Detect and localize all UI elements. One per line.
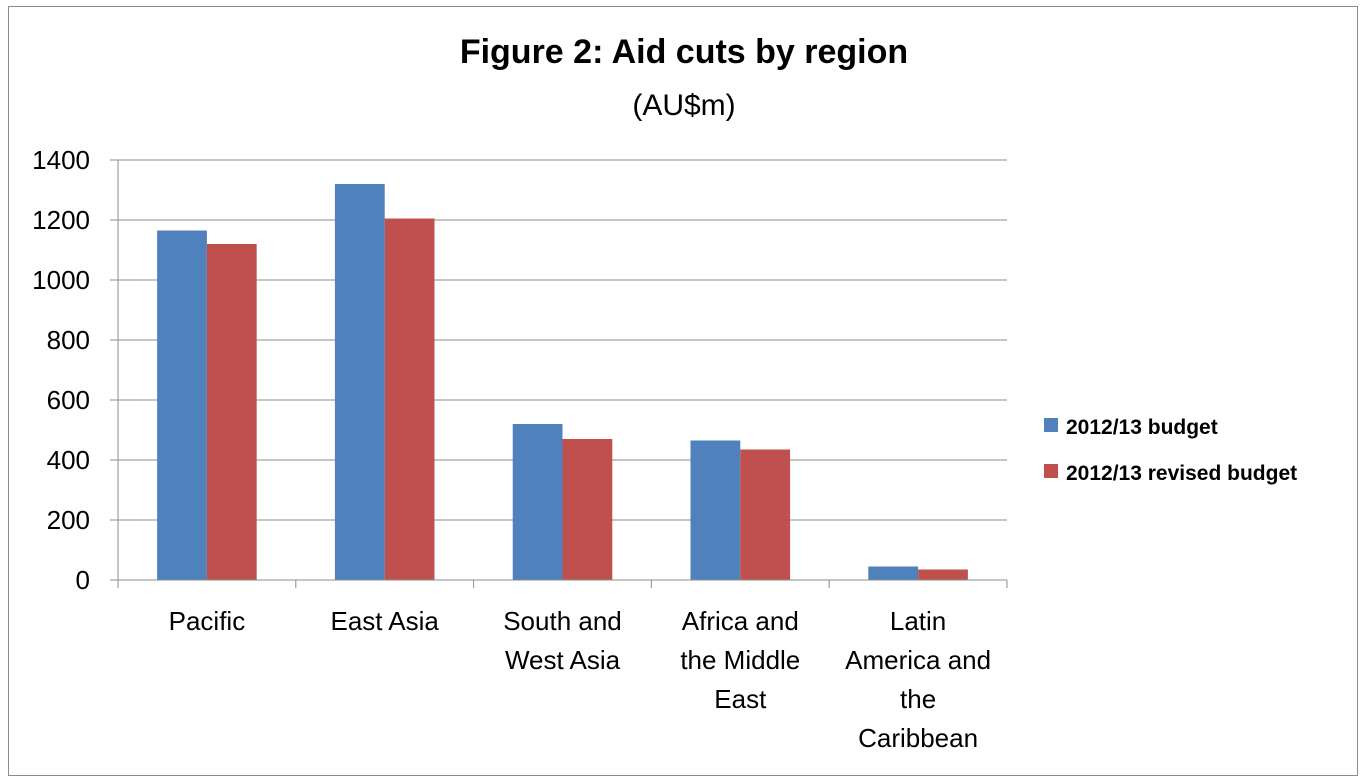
x-category-label-line: South and: [503, 606, 622, 636]
x-axis: [110, 159, 1008, 588]
legend: 2012/13 budget 2012/13 revised budget: [1044, 416, 1297, 485]
x-category-label-line: Africa and: [682, 606, 799, 636]
y-tick-label: 200: [47, 505, 90, 535]
x-category-label-line: the Middle: [680, 645, 800, 675]
x-category-label-line: East Asia: [330, 606, 439, 636]
x-category-label-line: America and: [845, 645, 991, 675]
x-category-label-line: West Asia: [505, 645, 621, 675]
x-category-label: East Asia: [330, 606, 439, 636]
x-category-label-line: Pacific: [169, 606, 246, 636]
bar-revised-budget: [206, 244, 257, 580]
x-category-label: Pacific: [169, 606, 246, 636]
legend-label-budget: 2012/13 budget: [1066, 416, 1218, 439]
x-category-label-line: the: [900, 684, 936, 714]
bar-revised-budget: [918, 569, 968, 580]
y-tick-label: 800: [47, 325, 90, 355]
x-category-label-line: East: [714, 684, 767, 714]
x-category-label: Latin America and the Caribbean: [845, 606, 991, 753]
bar-budget: [512, 424, 563, 580]
y-tick-label: 400: [47, 445, 90, 475]
y-axis-ticks: 0 200 400 600 800 1000 1200 1400: [32, 145, 90, 595]
x-category-label: South and West Asia: [503, 606, 622, 675]
x-category-label-line: Latin: [890, 606, 946, 636]
bar-budget: [690, 440, 741, 580]
gridlines: [118, 159, 1007, 521]
category-labels: Pacific East Asia South and West Asia Africa…: [169, 606, 991, 753]
legend-swatch-revised-budget: [1044, 464, 1058, 478]
chart-title: Figure 2: Aid cuts by region: [460, 33, 908, 71]
bar-revised-budget: [384, 218, 435, 580]
bars: [157, 184, 968, 580]
x-category-label-line: Caribbean: [858, 723, 978, 753]
bar-budget: [868, 566, 919, 580]
bar-revised-budget: [562, 439, 613, 580]
bar-revised-budget: [740, 449, 791, 580]
bar-budget: [334, 184, 385, 580]
x-category-label: Africa and the Middle East: [680, 606, 800, 714]
y-tick-label: 600: [47, 385, 90, 415]
y-tick-label: 0: [76, 565, 90, 595]
y-tick-label: 1000: [32, 265, 90, 295]
y-tick-label: 1200: [32, 205, 90, 235]
legend-swatch-budget: [1044, 418, 1058, 432]
chart-subtitle: (AU$m): [632, 89, 735, 122]
bar-budget: [157, 230, 207, 580]
legend-label-revised-budget: 2012/13 revised budget: [1066, 462, 1297, 485]
y-tick-label: 1400: [32, 145, 90, 175]
